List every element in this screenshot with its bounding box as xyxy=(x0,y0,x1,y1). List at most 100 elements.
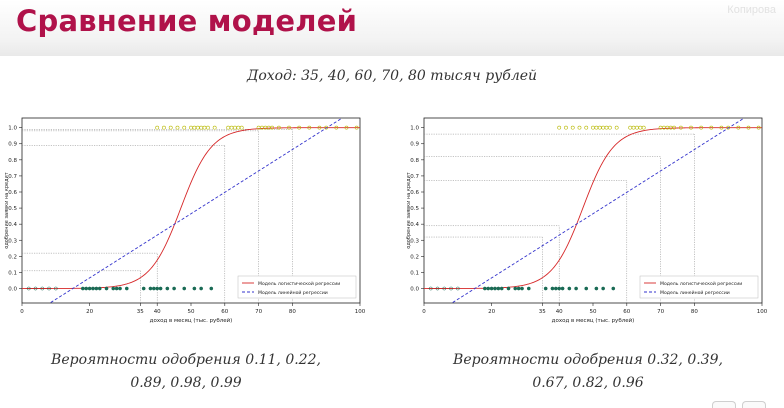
y-tick-label: 0.6 xyxy=(410,190,419,196)
rejected-point xyxy=(486,286,491,291)
rejected-point xyxy=(192,286,197,291)
x-tick-label: 35 xyxy=(137,309,144,315)
rejected-point xyxy=(496,286,501,291)
approved-point xyxy=(614,125,619,130)
caption-left: Вероятности одобрения 0.11, 0.22, 0.89, … xyxy=(16,349,356,395)
x-axis-label: доход в месяц (тыс. рублей) xyxy=(150,317,233,324)
watermark-text: Копирова xyxy=(727,4,776,16)
rejected-point xyxy=(141,286,146,291)
x-tick-label: 20 xyxy=(86,309,93,315)
rejected-point xyxy=(557,286,562,291)
x-tick-label: 80 xyxy=(691,309,698,315)
rejected-point xyxy=(87,286,92,291)
legend-box xyxy=(639,275,759,299)
rejected-point xyxy=(499,286,504,291)
rejected-point xyxy=(594,286,599,291)
approved-point xyxy=(564,125,568,130)
y-tick-label: 0.7 xyxy=(8,174,17,180)
rejected-point xyxy=(442,286,447,291)
y-axis-label: одобрение заявки на кредит xyxy=(4,172,10,249)
rejected-point xyxy=(428,286,433,291)
y-axis-label: одобрение заявки на кредит xyxy=(406,172,412,249)
rejected-point xyxy=(124,286,129,291)
logistic-curve xyxy=(424,127,762,289)
slide-header xyxy=(0,0,784,56)
x-axis-label: доход в месяц (тыс. рублей) xyxy=(552,317,635,324)
rejected-point xyxy=(574,286,578,291)
rejected-point xyxy=(165,286,170,291)
y-tick-label: 0.7 xyxy=(410,174,419,180)
rejected-point xyxy=(601,286,605,291)
approved-point xyxy=(205,125,210,130)
caption-right: Вероятности одобрения 0.32, 0.39, 0.67, … xyxy=(418,349,758,395)
approved-point xyxy=(162,125,166,130)
y-tick-label: 0.4 xyxy=(410,222,419,228)
rejected-point xyxy=(449,286,453,291)
rejected-point xyxy=(520,286,524,291)
x-tick-label: 50 xyxy=(590,309,597,315)
slide-nav-next-button[interactable] xyxy=(742,401,766,408)
y-tick-label: 0.9 xyxy=(8,142,17,148)
approved-point xyxy=(719,125,724,130)
y-tick-label: 0.2 xyxy=(8,254,17,260)
approved-point xyxy=(746,125,751,130)
y-tick-label: 1.0 xyxy=(8,126,17,132)
y-tick-label: 0.8 xyxy=(410,158,419,164)
y-tick-label: 0.2 xyxy=(410,254,419,260)
approved-point xyxy=(307,125,312,130)
rejected-point xyxy=(560,286,565,291)
y-tick-label: 0.3 xyxy=(8,238,17,244)
x-tick-label: 100 xyxy=(355,309,366,315)
rejected-point xyxy=(611,286,616,291)
y-tick-label: 0.5 xyxy=(410,206,419,212)
approved-point xyxy=(641,125,646,130)
approved-point xyxy=(317,125,322,130)
slide-nav-prev-button[interactable] xyxy=(712,401,736,408)
approved-point xyxy=(577,125,582,130)
approved-point xyxy=(297,125,302,130)
approved-point xyxy=(570,125,575,130)
caption-left-line1: Вероятности одобрения 0.11, 0.22, xyxy=(51,352,321,368)
y-tick-label: 0.5 xyxy=(8,206,17,212)
rejected-point xyxy=(151,286,156,291)
approved-point xyxy=(736,125,741,130)
x-tick-label: 60 xyxy=(221,309,228,315)
rejected-point xyxy=(567,286,572,291)
x-tick-label: 20 xyxy=(488,309,495,315)
x-tick-label: 0 xyxy=(422,309,426,315)
legend-linear-label: Модель линейной регрессии xyxy=(660,289,730,296)
legend-logistic-label: Модель логистической регрессии xyxy=(660,280,742,287)
rejected-point xyxy=(182,286,187,291)
caption-right-line1: Вероятности одобрения 0.32, 0.39, xyxy=(453,352,723,368)
legend-logistic-label: Модель логистической регрессии xyxy=(258,280,340,287)
x-tick-label: 40 xyxy=(154,309,161,315)
x-tick-label: 100 xyxy=(757,309,768,315)
y-tick-label: 0.1 xyxy=(410,270,419,276)
rejected-point xyxy=(94,286,99,291)
approved-point xyxy=(334,125,339,130)
approved-point xyxy=(584,125,589,130)
linear-regression-line xyxy=(452,118,744,303)
caption-left-line2: 0.89, 0.98, 0.99 xyxy=(130,375,242,391)
rejected-point xyxy=(493,286,497,291)
rejected-point xyxy=(97,286,102,291)
rejected-point xyxy=(40,286,45,291)
linear-regression-line xyxy=(50,118,342,303)
y-tick-label: 0.6 xyxy=(8,190,17,196)
chart-right: 0.0 0.1 0.2 0.3 0.4 0.5 0.6 0.7 0.8 0.9 1.0 0 20 35 40… xyxy=(404,104,774,332)
approved-point xyxy=(756,125,761,130)
income-subtitle: Доход: 35, 40, 60, 70, 80 тысяч рублей xyxy=(246,68,538,84)
y-tick-label: 0.0 xyxy=(8,287,17,293)
rejected-point xyxy=(553,286,558,291)
rejected-point xyxy=(53,286,58,291)
approved-point xyxy=(182,125,187,130)
rejected-point xyxy=(435,286,440,291)
approved-point xyxy=(344,125,349,130)
logistic-curve xyxy=(22,127,360,289)
rejected-point xyxy=(33,286,38,291)
rejected-point xyxy=(506,286,511,291)
chart-left: 0.0 0.1 0.2 0.3 0.4 0.5 0.6 0.7 0.8 0.9 1.0 0 20 35 40… xyxy=(2,104,372,332)
approved-point xyxy=(324,125,329,130)
slide-title: Сравнение моделей xyxy=(16,4,358,38)
rejected-point xyxy=(80,286,85,291)
